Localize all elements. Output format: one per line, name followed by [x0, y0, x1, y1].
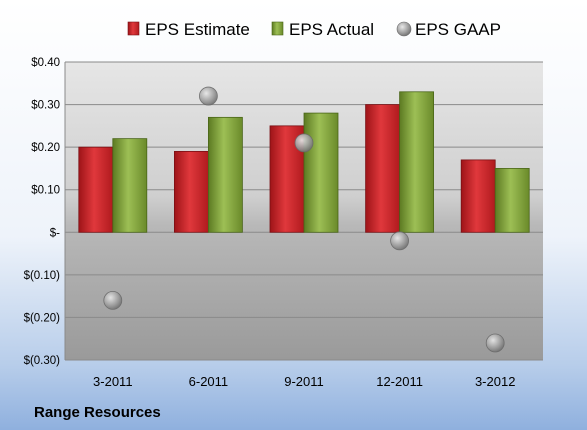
y-tick-label: $0.10 — [31, 185, 60, 197]
legend-label: EPS Estimate — [145, 20, 250, 39]
point-eps-gaap — [390, 231, 410, 251]
legend-swatch — [127, 21, 140, 36]
legend-label: EPS Actual — [289, 20, 374, 39]
y-tick-label: $0.20 — [31, 142, 60, 154]
x-category-label: 6-2011 — [189, 374, 229, 389]
bar-eps-estimate — [78, 146, 114, 233]
x-category-label: 12-2011 — [376, 374, 423, 389]
bar-eps-estimate — [460, 159, 496, 233]
y-tick-label: $(0.30) — [24, 355, 61, 367]
bar-eps-estimate — [173, 150, 209, 233]
point-eps-gaap — [294, 133, 314, 153]
legend-label: EPS GAAP — [415, 20, 501, 39]
x-category-label: 3-2012 — [475, 374, 515, 389]
y-tick-label: $0.40 — [31, 57, 60, 69]
bar-eps-estimate — [365, 104, 401, 233]
point-eps-gaap — [103, 290, 123, 310]
bar-eps-estimate — [269, 125, 305, 233]
bar-eps-actual — [303, 112, 339, 233]
y-tick-label: $- — [50, 227, 60, 239]
y-tick-label: $(0.10) — [24, 270, 61, 282]
bar-eps-actual — [399, 91, 435, 233]
legend-swatch — [396, 21, 412, 37]
x-category-label: 9-2011 — [284, 374, 324, 389]
bar-eps-actual — [112, 138, 148, 233]
point-eps-gaap — [485, 333, 505, 353]
bar-eps-actual — [494, 168, 530, 233]
point-eps-gaap — [198, 86, 218, 106]
y-tick-label: $0.30 — [31, 100, 60, 112]
bar-eps-actual — [207, 116, 243, 233]
company-name: Range Resources — [34, 404, 161, 421]
legend-swatch — [271, 21, 284, 36]
x-category-label: 3-2011 — [93, 374, 133, 389]
y-tick-label: $(0.20) — [24, 312, 61, 324]
